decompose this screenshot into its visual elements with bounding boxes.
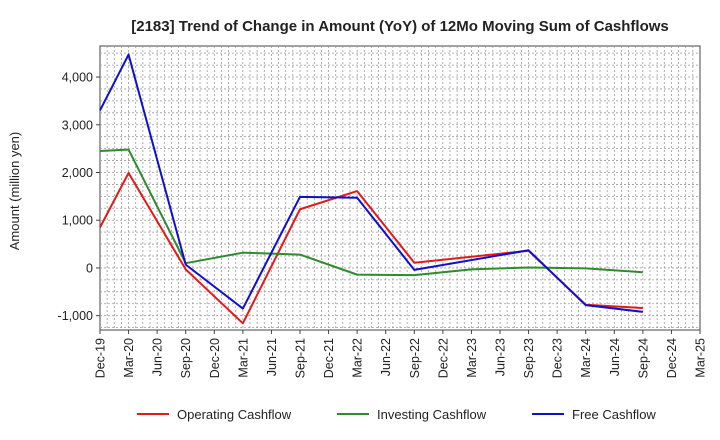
x-tick-label: Mar-20 xyxy=(122,338,136,378)
x-tick-label: Jun-21 xyxy=(265,338,279,376)
x-tick-label: Jun-23 xyxy=(494,338,508,376)
y-tick-label: 2,000 xyxy=(62,166,93,180)
y-tick-label: -1,000 xyxy=(58,309,93,323)
y-tick-label: 1,000 xyxy=(62,214,93,228)
grid xyxy=(100,46,700,330)
x-tick-label: Jun-20 xyxy=(151,338,165,376)
x-tick-label: Mar-23 xyxy=(465,338,479,378)
x-tick-label: Dec-19 xyxy=(94,338,108,378)
x-tick-label: Dec-22 xyxy=(436,338,450,378)
legend-label-investing-cashflow: Investing Cashflow xyxy=(377,407,487,422)
x-tick-label: Mar-22 xyxy=(351,338,365,378)
y-tick-label: 0 xyxy=(86,261,93,275)
y-tick-label: 3,000 xyxy=(62,118,93,132)
x-axis: Dec-19 Mar-20 Jun-20 Sep-20 Dec-20 Mar-21 Jun-… xyxy=(94,330,708,378)
x-tick-label: Dec-20 xyxy=(208,338,222,378)
x-tick-label: Sep-20 xyxy=(179,338,193,378)
x-tick-label: Mar-25 xyxy=(694,338,708,378)
y-axis-label: Amount (million yen) xyxy=(7,132,22,251)
x-tick-label: Mar-24 xyxy=(579,338,593,378)
series-line-free-cashflow xyxy=(99,53,643,313)
legend: Operating Cashflow Investing Cashflow Free… xyxy=(137,407,656,422)
x-tick-label: Jun-22 xyxy=(379,338,393,376)
series-lines xyxy=(99,53,643,325)
x-tick-label: Dec-24 xyxy=(665,338,679,378)
chart-title: [2183] Trend of Change in Amount (YoY) o… xyxy=(131,18,669,35)
legend-label-free-cashflow: Free Cashflow xyxy=(572,407,656,422)
x-tick-label: Mar-21 xyxy=(236,338,250,378)
x-tick-label: Dec-23 xyxy=(551,338,565,378)
x-tick-label: Jun-24 xyxy=(608,338,622,376)
x-tick-label: Dec-21 xyxy=(322,338,336,378)
x-tick-label: Sep-24 xyxy=(636,338,650,378)
y-tick-label: 4,000 xyxy=(62,71,93,85)
x-tick-label: Sep-23 xyxy=(522,338,536,378)
x-tick-label: Sep-22 xyxy=(408,338,422,378)
legend-label-operating-cashflow: Operating Cashflow xyxy=(177,407,292,422)
y-axis: -1,000 0 1,000 2,000 3,000 4,000 xyxy=(58,71,100,323)
x-tick-label: Sep-21 xyxy=(294,338,308,378)
